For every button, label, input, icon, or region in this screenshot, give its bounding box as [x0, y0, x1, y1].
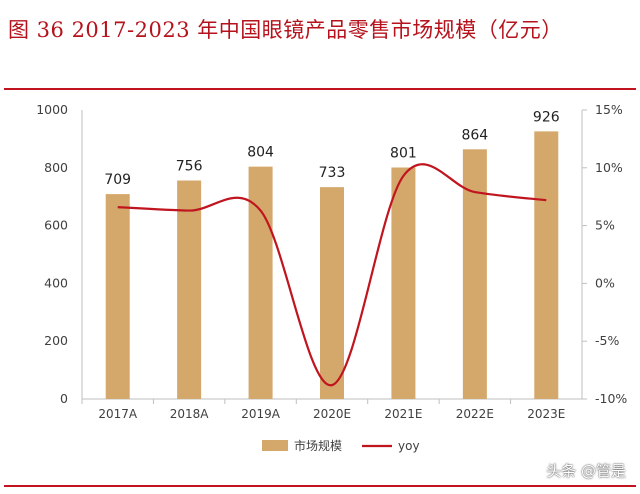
- bar-value-label: 733: [319, 165, 346, 181]
- left-tick-label: 0: [60, 391, 68, 406]
- bar: [534, 131, 559, 400]
- yoy-line: [117, 163, 547, 387]
- bar: [320, 187, 344, 399]
- left-tick-label: 1000: [36, 102, 68, 117]
- right-tick-label: -5%: [595, 333, 619, 348]
- bar-value-label: 926: [533, 109, 560, 125]
- legend-label-bar: 市场规模: [294, 438, 342, 453]
- watermark-text: 头条 @管是: [546, 462, 626, 480]
- bar: [105, 194, 130, 399]
- bar: [391, 167, 416, 399]
- right-tick-label: 5%: [595, 218, 615, 233]
- bar-value-label: 864: [461, 127, 488, 143]
- right-tick-label: 15%: [595, 102, 623, 117]
- bottom-rule: [4, 485, 636, 487]
- legend-swatch-bar: [262, 440, 288, 451]
- bar-value-label: 804: [247, 145, 274, 161]
- left-tick-label: 200: [44, 333, 68, 348]
- left-tick-label: 800: [44, 160, 68, 175]
- legend-label-line: yoy: [398, 439, 420, 453]
- x-tick-label: 2017A: [98, 407, 138, 421]
- bar: [248, 166, 273, 399]
- bar-value-label: 709: [104, 172, 131, 188]
- x-tick-label: 2023E: [527, 407, 565, 421]
- bar-value-label: 756: [176, 159, 203, 175]
- bar-value-label: 801: [390, 146, 417, 162]
- title-rule: [4, 88, 636, 90]
- x-tick-label: 2018A: [170, 407, 210, 421]
- x-tick-label: 2021E: [384, 407, 422, 421]
- bar: [462, 149, 487, 399]
- chart-title: 图 36 2017-2023 年中国眼镜产品零售市场规模（亿元）: [8, 18, 563, 42]
- right-tick-label: 10%: [595, 160, 623, 175]
- right-tick-label: 0%: [595, 275, 615, 290]
- x-tick-label: 2020E: [313, 407, 351, 421]
- left-tick-label: 600: [44, 218, 68, 233]
- left-tick-label: 400: [44, 275, 68, 290]
- right-tick-label: -10%: [595, 391, 627, 406]
- bar: [177, 180, 202, 399]
- x-tick-label: 2022E: [456, 407, 494, 421]
- x-tick-label: 2019A: [241, 407, 281, 421]
